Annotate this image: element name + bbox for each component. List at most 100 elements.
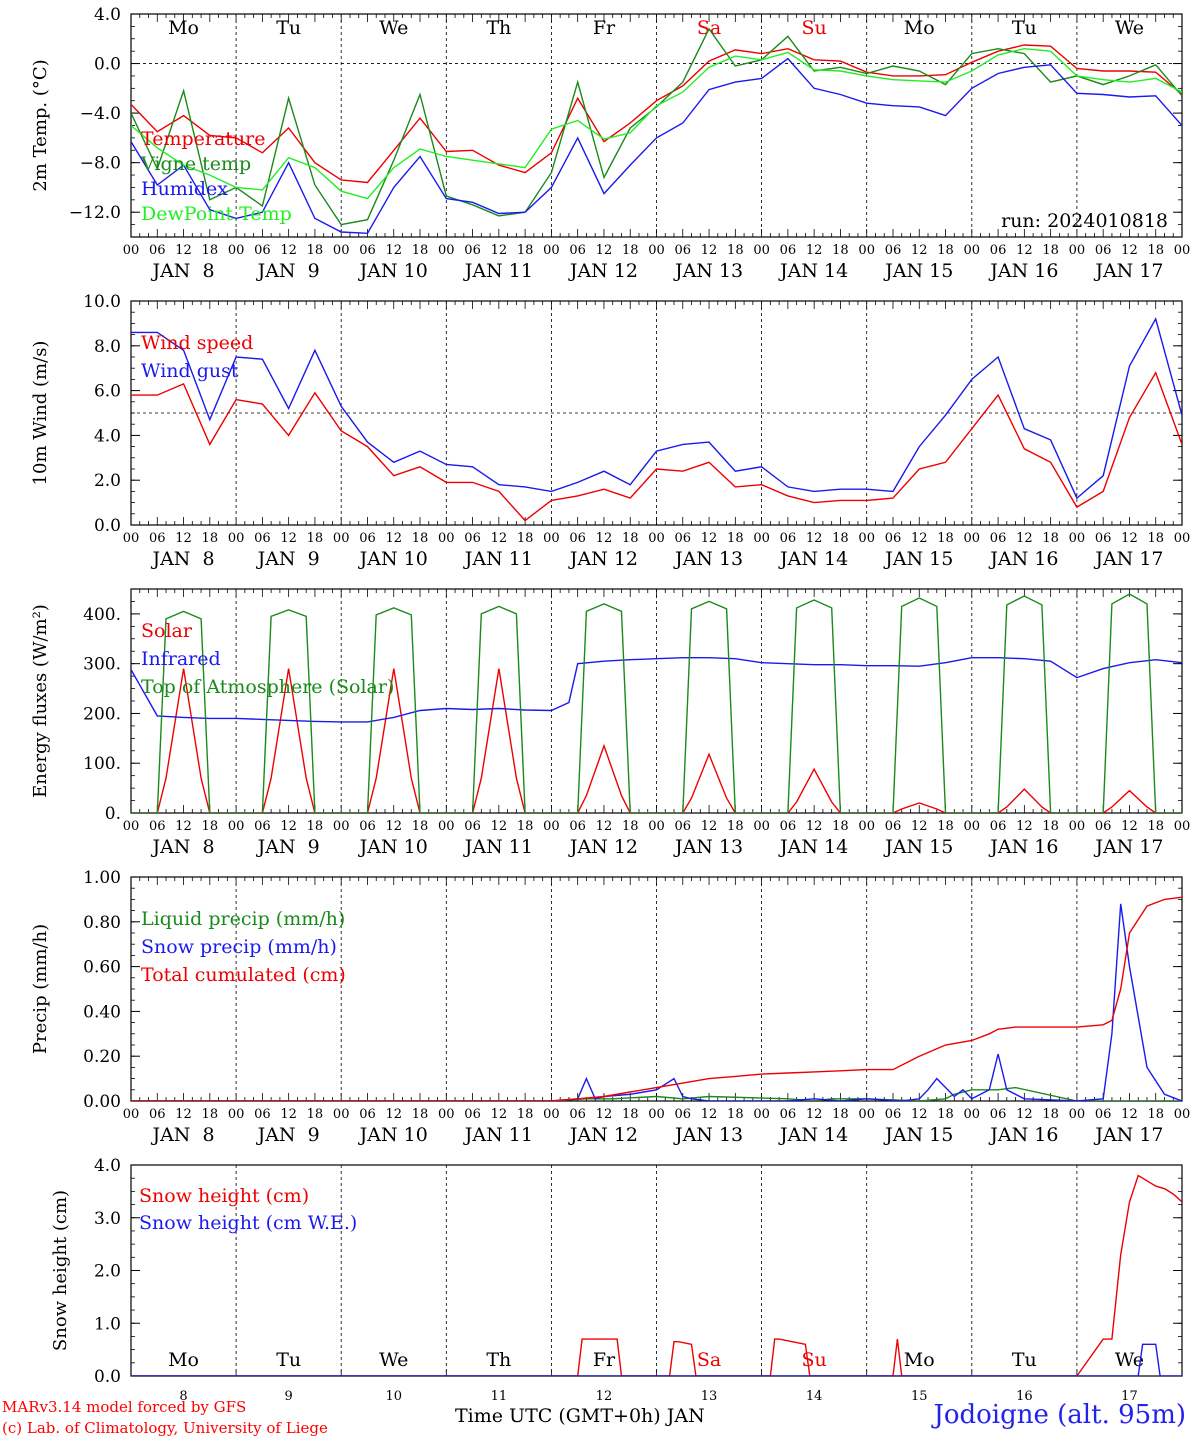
y-tick-label: 1.0	[94, 1314, 121, 1334]
date-label: JAN 15	[883, 260, 953, 282]
day-number-label: 15	[911, 1389, 928, 1404]
hour-tick-label: 00	[438, 243, 455, 258]
hour-tick-label: 12	[701, 1107, 718, 1122]
legend-entry: Snow height (cm)	[139, 1185, 309, 1207]
hour-tick-label: 12	[1121, 531, 1138, 546]
hour-tick-label: 12	[491, 243, 508, 258]
legend-entry: Temperature	[141, 128, 265, 150]
date-label: JAN 8	[150, 548, 214, 570]
hour-tick-label: 18	[727, 531, 744, 546]
series-line-solar	[131, 668, 1182, 813]
y-tick-label: 200.	[83, 704, 121, 724]
hour-tick-label: 00	[438, 531, 455, 546]
date-label: JAN 10	[358, 548, 428, 570]
day-number-label: 8	[179, 1389, 187, 1404]
y-tick-label: 1.00	[83, 868, 121, 888]
hour-tick-label: 18	[727, 1107, 744, 1122]
hour-tick-label: 12	[701, 819, 718, 834]
hour-tick-label: 18	[832, 1107, 849, 1122]
day-number-label: 12	[596, 1389, 613, 1404]
hour-tick-label: 00	[228, 243, 245, 258]
date-label: JAN 9	[256, 1124, 320, 1146]
hour-tick-label: 00	[123, 531, 140, 546]
date-label: JAN 14	[778, 548, 848, 570]
panel-5: 4.0 3.0 2.0 1.0 0.0 Snow height (cm) Mo Tu We Th F…	[50, 1156, 1183, 1404]
series-line-liquid-precip-mm-h-	[131, 1086, 1182, 1101]
hour-tick-label: 06	[885, 531, 902, 546]
hour-tick-label: 18	[727, 243, 744, 258]
hour-tick-label: 18	[307, 1107, 324, 1122]
hour-tick-label: 00	[543, 1107, 560, 1122]
hour-tick-label: 00	[964, 243, 981, 258]
hour-tick-label: 18	[1147, 1107, 1164, 1122]
hour-tick-label: 00	[1069, 819, 1086, 834]
legend-entry: Vigne temp	[140, 153, 251, 175]
hour-tick-label: 12	[175, 819, 192, 834]
weekday-label: We	[379, 17, 408, 39]
hour-tick-label: 06	[990, 1107, 1007, 1122]
hour-tick-label: 00	[333, 1107, 350, 1122]
hour-tick-label: 00	[858, 531, 875, 546]
hour-tick-label: 00	[1174, 243, 1191, 258]
series-line-temperature	[131, 44, 1182, 184]
weekday-label: Sa	[697, 1349, 721, 1371]
hour-tick-label: 06	[780, 819, 797, 834]
hour-tick-label: 06	[464, 1107, 481, 1122]
hour-tick-label: 18	[517, 531, 534, 546]
weekday-label: Tu	[1012, 17, 1037, 39]
hour-tick-label: 18	[412, 243, 429, 258]
day-number-label: 16	[1016, 1389, 1033, 1404]
date-label: JAN 11	[463, 260, 533, 282]
hour-tick-label: 06	[990, 531, 1007, 546]
hour-tick-label: 18	[1147, 819, 1164, 834]
hour-tick-label: 00	[648, 243, 665, 258]
panel-3: 400. 300. 200. 100. 0. Energy fluxes (W/m²) 00…	[30, 588, 1190, 858]
y-tick-label: 4.0	[94, 426, 121, 446]
day-number-label: 13	[701, 1389, 718, 1404]
day-number-label: 14	[806, 1389, 823, 1404]
hour-tick-label: 00	[543, 243, 560, 258]
hour-tick-label: 18	[937, 819, 954, 834]
y-tick-label: 10.0	[83, 292, 121, 312]
y-axis-label: 2m Temp. (°C)	[30, 59, 51, 191]
weekday-label: Mo	[168, 17, 199, 39]
hour-tick-label: 18	[832, 819, 849, 834]
y-tick-label: 400.	[83, 605, 121, 625]
hour-tick-label: 00	[964, 531, 981, 546]
weekday-label: Th	[486, 17, 511, 39]
hour-tick-label: 06	[149, 243, 166, 258]
date-label: JAN 16	[988, 1124, 1058, 1146]
legend-entry: Humidex	[141, 178, 228, 200]
hour-tick-label: 12	[1016, 531, 1033, 546]
hour-tick-label: 18	[1042, 243, 1059, 258]
y-axis-label: Snow height (cm)	[50, 1190, 71, 1351]
series-line-top-of-atmosphere-solar-	[131, 593, 1182, 813]
hour-tick-label: 00	[1069, 1107, 1086, 1122]
hour-tick-label: 06	[149, 819, 166, 834]
hour-tick-label: 00	[228, 531, 245, 546]
date-label: JAN 8	[150, 260, 214, 282]
date-label: JAN 14	[778, 1124, 848, 1146]
hour-tick-label: 18	[307, 531, 324, 546]
hour-tick-label: 06	[359, 819, 376, 834]
hour-tick-label: 00	[123, 819, 140, 834]
hour-tick-label: 12	[1016, 243, 1033, 258]
hour-tick-label: 06	[149, 1107, 166, 1122]
date-label: JAN 13	[673, 548, 743, 570]
y-tick-label: 0.40	[83, 1002, 121, 1022]
hour-tick-label: 18	[202, 531, 219, 546]
hour-tick-label: 18	[1042, 819, 1059, 834]
date-label: JAN 10	[358, 836, 428, 858]
hour-tick-label: 18	[1147, 243, 1164, 258]
hour-tick-label: 06	[885, 243, 902, 258]
lab-credit: (c) Lab. of Climatology, University of L…	[2, 1419, 328, 1437]
hour-tick-label: 06	[1095, 819, 1112, 834]
hour-tick-label: 18	[1042, 531, 1059, 546]
y-tick-label: 8.0	[94, 337, 121, 357]
date-label: JAN 10	[358, 260, 428, 282]
hour-tick-label: 00	[858, 1107, 875, 1122]
date-label: JAN 14	[778, 836, 848, 858]
y-tick-label: 100.	[83, 754, 121, 774]
date-label: JAN 16	[988, 836, 1058, 858]
y-tick-label: 0.	[105, 804, 121, 824]
